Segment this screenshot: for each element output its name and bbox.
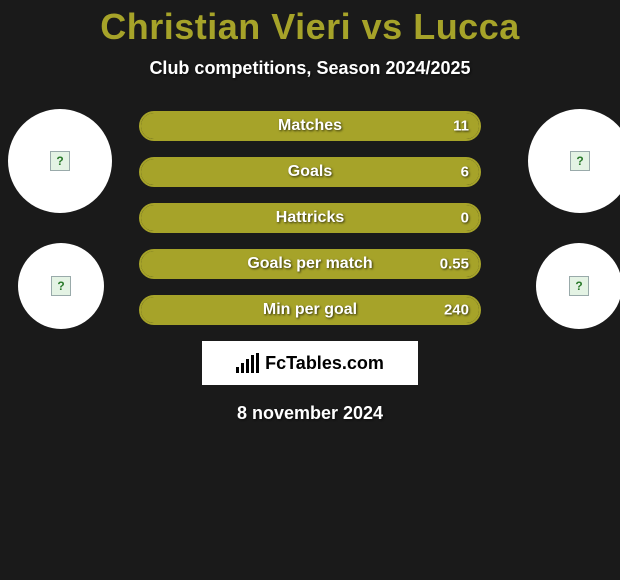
footer-date: 8 november 2024 xyxy=(0,403,620,424)
broken-image-icon xyxy=(50,151,70,171)
broken-image-icon xyxy=(570,151,590,171)
broken-image-icon xyxy=(569,276,589,296)
page-title: Christian Vieri vs Lucca xyxy=(0,6,620,48)
logo-bars-icon xyxy=(236,353,259,373)
stat-label: Matches xyxy=(278,117,342,135)
stat-label: Goals per match xyxy=(247,255,372,273)
stat-row: Hattricks 0 xyxy=(139,203,481,233)
player1-avatar xyxy=(8,109,112,213)
stat-value-right: 11 xyxy=(453,118,469,135)
stat-value-right: 6 xyxy=(461,164,469,181)
fctables-logo: FcTables.com xyxy=(202,341,418,385)
stat-value-right: 0.55 xyxy=(440,256,469,273)
stat-label: Hattricks xyxy=(276,209,344,227)
stats-list: Matches 11 Goals 6 Hattricks 0 Goals per match… xyxy=(139,109,481,325)
stat-label: Min per goal xyxy=(263,301,357,319)
stat-row: Goals 6 xyxy=(139,157,481,187)
player2-avatar xyxy=(528,109,620,213)
stat-value-right: 240 xyxy=(444,302,469,319)
stat-row: Min per goal 240 xyxy=(139,295,481,325)
page-subtitle: Club competitions, Season 2024/2025 xyxy=(0,58,620,79)
broken-image-icon xyxy=(51,276,71,296)
logo-text: FcTables.com xyxy=(265,353,384,374)
stat-row: Matches 11 xyxy=(139,111,481,141)
stat-label: Goals xyxy=(288,163,332,181)
team1-avatar xyxy=(18,243,104,329)
comparison-panel: Matches 11 Goals 6 Hattricks 0 Goals per match… xyxy=(0,109,620,424)
team2-avatar xyxy=(536,243,620,329)
stat-value-right: 0 xyxy=(461,210,469,227)
stat-row: Goals per match 0.55 xyxy=(139,249,481,279)
